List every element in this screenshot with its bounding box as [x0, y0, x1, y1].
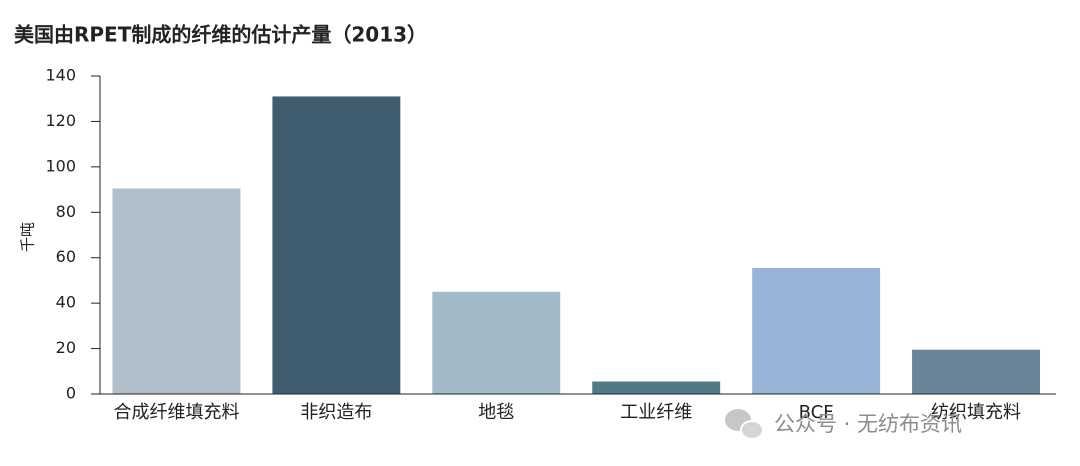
y-tick-label: 60 — [56, 247, 76, 266]
x-tick-label: 合成纤维填充料 — [113, 402, 239, 423]
bar — [272, 96, 401, 394]
y-tick-label: 120 — [45, 111, 76, 130]
y-axis-label: 千吨 — [19, 222, 37, 252]
y-tick-label: 20 — [56, 338, 76, 357]
y-tick-label: 140 — [45, 66, 76, 85]
watermark: 公众号 · 无纺布资讯 — [774, 412, 962, 436]
bar — [592, 381, 721, 394]
bar — [752, 267, 881, 394]
bar — [432, 291, 561, 394]
bar — [912, 349, 1041, 394]
y-tick-label: 100 — [45, 156, 76, 175]
x-tick-label: BCF — [799, 402, 834, 423]
x-tick-label: 工业纤维 — [620, 402, 692, 423]
x-tick-label: 纺织填充料 — [931, 402, 1021, 423]
watermark-icon — [725, 409, 764, 440]
chart-title: 美国由RPET制成的纤维的估计产量（2013） — [14, 23, 427, 47]
x-tick-label: 地毯 — [478, 402, 514, 423]
x-tick-label: 非织造布 — [300, 402, 372, 423]
y-tick-label: 40 — [56, 293, 76, 312]
bar — [112, 188, 241, 394]
y-tick-label: 80 — [56, 202, 76, 221]
y-tick-label: 0 — [66, 384, 76, 403]
